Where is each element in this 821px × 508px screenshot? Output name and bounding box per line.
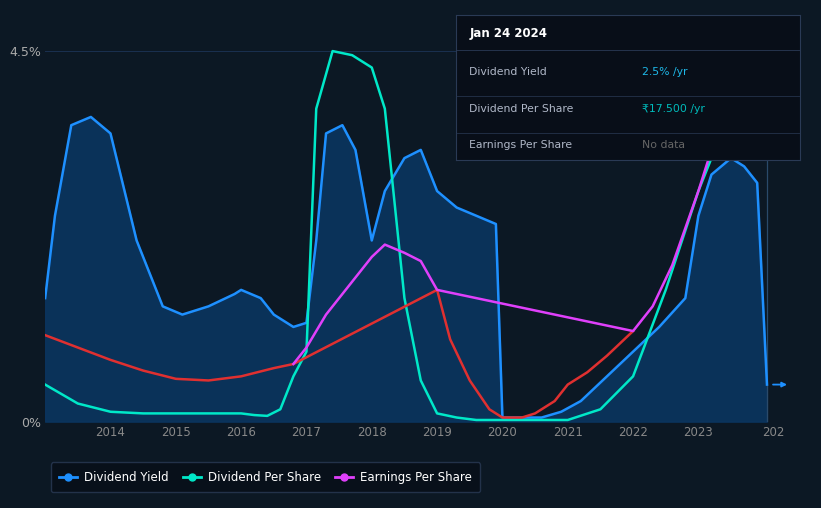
Text: Past: Past xyxy=(770,100,793,110)
Text: 2.5% /yr: 2.5% /yr xyxy=(642,68,687,77)
Text: ₹17.500 /yr: ₹17.500 /yr xyxy=(642,104,704,114)
Text: Dividend Yield: Dividend Yield xyxy=(470,68,548,77)
Text: Earnings Per Share: Earnings Per Share xyxy=(470,140,572,150)
Text: Jan 24 2024: Jan 24 2024 xyxy=(470,27,548,40)
Text: Dividend Per Share: Dividend Per Share xyxy=(470,104,574,114)
Legend: Dividend Yield, Dividend Per Share, Earnings Per Share: Dividend Yield, Dividend Per Share, Earn… xyxy=(51,462,480,492)
Text: No data: No data xyxy=(642,140,685,150)
